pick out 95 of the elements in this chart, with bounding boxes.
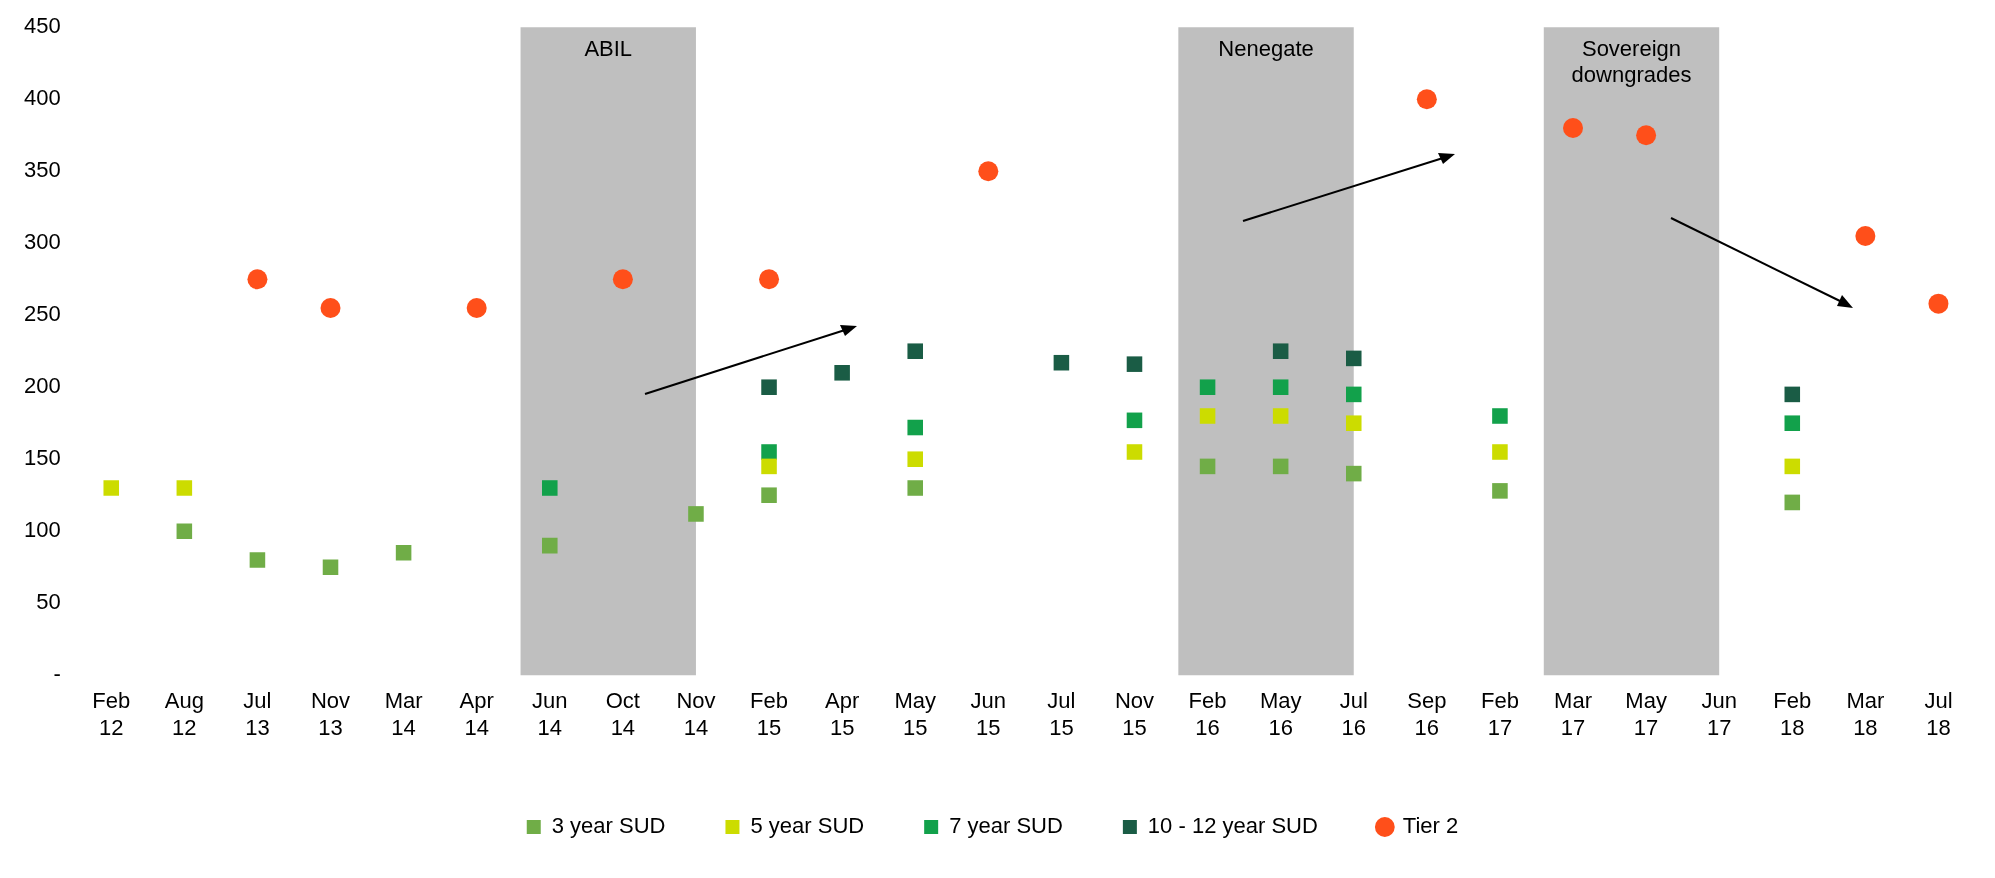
x-tick-label: May 16 — [1259, 688, 1302, 740]
y-tick-label: 50 — [36, 589, 61, 615]
x-tick-label: Nov 14 — [676, 688, 716, 740]
point — [1563, 118, 1584, 138]
point — [612, 269, 633, 290]
point — [176, 523, 193, 539]
legend-label: 10 - 12 year SUD — [1147, 813, 1318, 839]
point — [1492, 483, 1508, 499]
y-tick-label: 100 — [23, 517, 61, 543]
x-tick-label: Mar 17 — [1554, 688, 1592, 740]
y-tick-label: - — [53, 661, 61, 687]
point — [1345, 415, 1362, 431]
point — [761, 444, 777, 460]
point — [1784, 494, 1801, 511]
point — [103, 480, 120, 496]
point — [1199, 408, 1216, 424]
x-tick-label: Feb 18 — [1773, 688, 1812, 740]
point — [1345, 350, 1362, 367]
x-tick-label: Oct 14 — [605, 688, 640, 740]
y-tick-label: 250 — [23, 301, 61, 327]
x-tick-label: Nov 15 — [1114, 688, 1155, 740]
x-tick-label: Jul 16 — [1339, 688, 1368, 740]
point — [1784, 415, 1801, 431]
x-tick-label: Jun 14 — [532, 688, 568, 740]
point — [1855, 226, 1876, 246]
point — [1199, 458, 1216, 475]
x-tick-label: Feb 12 — [92, 688, 131, 740]
point — [978, 161, 999, 182]
x-tick-label: Jul 15 — [1047, 688, 1076, 740]
point — [1126, 356, 1143, 372]
point — [176, 480, 193, 496]
point — [907, 343, 923, 359]
x-tick-label: Jul 18 — [1924, 688, 1953, 740]
point — [761, 487, 777, 503]
y-tick-label: 200 — [23, 373, 61, 399]
point — [1492, 408, 1508, 424]
point — [761, 379, 777, 395]
point — [542, 480, 558, 496]
x-tick-label: Jun 15 — [970, 688, 1007, 740]
legend-label: 3 year SUD — [551, 813, 666, 839]
x-tick-label: Apr 14 — [459, 688, 494, 740]
y-tick-label: 450 — [23, 13, 61, 39]
point — [1053, 354, 1070, 371]
x-tick-label: Apr 15 — [825, 688, 860, 740]
legend-label: 5 year SUD — [750, 813, 865, 839]
x-tick-label: Aug 12 — [164, 688, 204, 740]
x-tick-label: Nov 13 — [310, 688, 351, 740]
point — [1345, 386, 1362, 403]
point — [1928, 293, 1949, 314]
point — [1636, 125, 1657, 146]
point — [1272, 458, 1289, 475]
point — [1345, 465, 1362, 482]
x-tick-label: Sep 16 — [1407, 688, 1447, 740]
x-tick-label: Feb 15 — [750, 688, 789, 740]
x-tick-label: Jun 17 — [1701, 688, 1737, 740]
point — [320, 298, 341, 318]
y-tick-label: 350 — [23, 157, 61, 183]
point — [1126, 444, 1143, 460]
point — [1272, 379, 1289, 395]
point — [761, 458, 777, 475]
point — [247, 269, 268, 290]
x-tick-label: Feb 16 — [1188, 688, 1227, 740]
x-tick-label: Mar 14 — [384, 688, 423, 740]
legend-label: Tier 2 — [1402, 813, 1459, 839]
point — [1784, 458, 1801, 475]
point — [907, 451, 923, 467]
point — [688, 506, 704, 522]
y-tick-label: 150 — [23, 445, 61, 471]
point — [395, 545, 412, 561]
point — [759, 269, 780, 290]
x-tick-label: Feb 17 — [1480, 688, 1519, 740]
point — [907, 480, 923, 496]
x-tick-label: Jul 13 — [243, 688, 272, 740]
y-tick-label: 300 — [23, 229, 61, 255]
band-label: Sovereign downgrades — [1571, 36, 1692, 88]
point — [322, 559, 339, 575]
point — [1199, 379, 1216, 395]
band-label: Nenegate — [1218, 36, 1314, 62]
legend-label: 7 year SUD — [949, 813, 1063, 839]
point — [1416, 89, 1437, 110]
x-tick-label: May 17 — [1625, 688, 1667, 740]
point — [1272, 343, 1289, 359]
point — [907, 419, 923, 436]
x-tick-label: May 15 — [894, 688, 936, 740]
x-tick-label: Mar 18 — [1846, 688, 1885, 740]
band-label: ABIL — [584, 36, 633, 62]
point — [466, 298, 487, 318]
point — [1272, 408, 1289, 424]
point — [1492, 444, 1508, 460]
point — [542, 537, 558, 554]
point — [834, 365, 850, 381]
point — [249, 552, 266, 568]
y-tick-label: 400 — [23, 85, 61, 111]
point — [1126, 412, 1143, 429]
point — [1784, 386, 1801, 403]
